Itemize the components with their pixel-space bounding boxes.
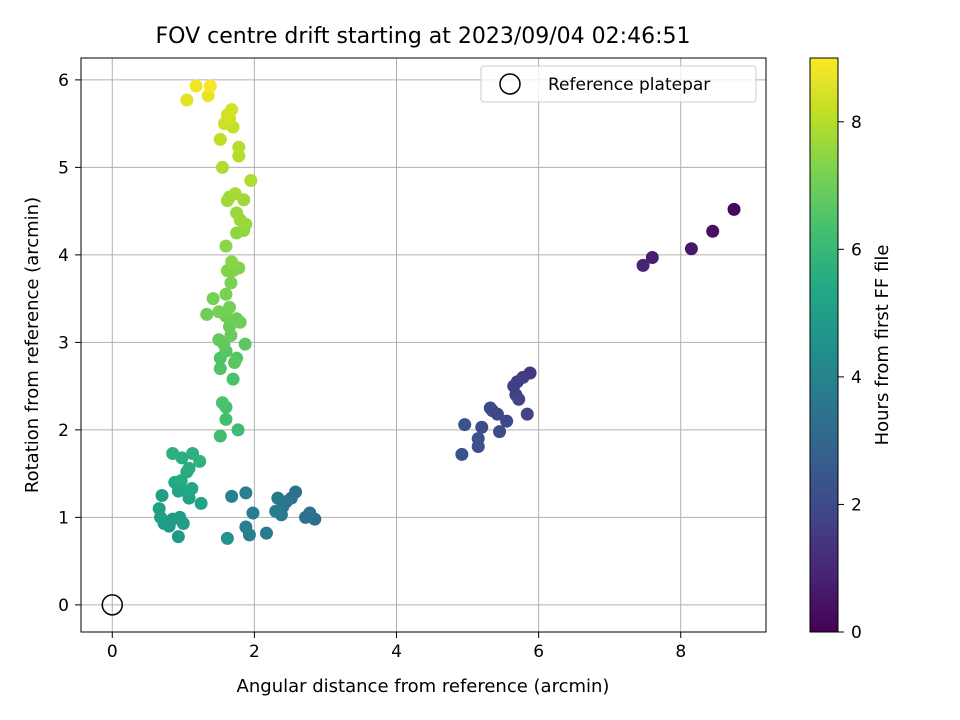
y-tick-label: 3 — [58, 333, 69, 353]
data-point — [475, 420, 489, 434]
data-point — [203, 79, 217, 93]
legend-entry-reference: Reference platepar — [548, 75, 710, 95]
data-point — [228, 187, 242, 201]
plot-area-frame — [80, 57, 767, 633]
data-point — [225, 103, 239, 117]
data-point — [271, 491, 285, 505]
data-point — [246, 506, 260, 520]
data-point — [493, 425, 507, 439]
data-point — [213, 429, 227, 443]
data-point — [244, 174, 258, 187]
colorbar-tick-label: 6 — [851, 240, 862, 260]
data-point — [299, 510, 313, 524]
data-point — [219, 239, 233, 253]
legend: Reference platepar — [480, 65, 757, 103]
data-point — [189, 79, 203, 93]
data-point — [225, 489, 239, 503]
y-tick-label: 2 — [58, 421, 69, 441]
data-point — [200, 307, 214, 321]
data-point — [238, 337, 252, 351]
legend-box — [480, 65, 757, 103]
data-points — [101, 79, 741, 616]
grid — [81, 58, 766, 632]
x-tick-label: 0 — [107, 642, 118, 662]
data-point — [223, 300, 237, 314]
data-point — [230, 206, 244, 220]
data-point — [225, 255, 239, 269]
data-point — [231, 423, 245, 437]
y-tick-label: 4 — [58, 246, 69, 266]
x-axis-label: Angular distance from reference (arcmin) — [237, 676, 610, 697]
x-tick-label: 6 — [533, 642, 544, 662]
colorbar-ticks: 0 2 4 6 8 — [838, 113, 862, 643]
data-point — [226, 372, 240, 386]
data-point — [645, 251, 659, 264]
data-point — [230, 312, 244, 326]
data-point — [180, 93, 194, 107]
data-point — [259, 526, 273, 540]
colorbar-tick-label: 2 — [851, 495, 862, 515]
chart-title: FOV centre drift starting at 2023/09/04 … — [156, 24, 691, 49]
data-point — [212, 333, 226, 347]
data-point — [220, 531, 234, 545]
data-point — [483, 401, 497, 415]
data-point — [232, 140, 246, 154]
y-tick-label: 6 — [58, 71, 69, 91]
y-tick-label: 1 — [58, 508, 69, 528]
y-axis-label: Rotation from reference (arcmin) — [22, 197, 43, 493]
y-axis-ticks: 0 1 2 3 4 5 6 — [58, 71, 81, 616]
data-point — [684, 242, 698, 256]
data-point — [242, 528, 256, 542]
data-point — [219, 287, 233, 301]
colorbar-tick-label: 0 — [851, 623, 862, 643]
data-point — [213, 362, 227, 376]
colorbar-gradient — [809, 57, 839, 633]
data-point — [224, 276, 238, 290]
data-point — [239, 486, 253, 500]
data-point — [182, 461, 196, 475]
data-point — [269, 504, 283, 518]
data-point — [500, 414, 514, 428]
data-point — [213, 132, 227, 146]
colorbar: 0 2 4 6 8 Hours from first FF file — [809, 57, 893, 643]
x-tick-label: 4 — [391, 642, 402, 662]
data-point — [455, 447, 469, 461]
data-point — [215, 160, 229, 174]
data-point — [706, 224, 720, 238]
reference-platepar-marker — [101, 594, 124, 616]
data-point — [194, 496, 208, 510]
x-axis-ticks: 0 2 4 6 8 — [107, 632, 686, 662]
colorbar-tick-label: 8 — [851, 113, 862, 133]
data-point — [212, 305, 226, 319]
colorbar-tick-label: 4 — [851, 368, 862, 388]
data-point — [471, 440, 485, 453]
data-point — [166, 447, 180, 460]
data-point — [152, 502, 166, 516]
legend-marker-reference — [499, 73, 521, 95]
data-point — [520, 407, 534, 421]
y-tick-label: 0 — [58, 596, 69, 616]
x-tick-label: 2 — [249, 642, 260, 662]
data-point — [206, 292, 220, 306]
data-point — [193, 454, 207, 468]
data-point — [185, 482, 199, 495]
data-point — [155, 489, 169, 502]
data-point — [512, 392, 526, 406]
data-point — [727, 202, 741, 216]
data-point — [215, 396, 229, 410]
data-point — [176, 517, 190, 530]
x-tick-label: 8 — [675, 642, 686, 662]
data-point — [227, 356, 241, 369]
data-point — [219, 412, 233, 426]
data-point — [636, 258, 650, 272]
y-tick-label: 5 — [58, 158, 69, 178]
data-point — [458, 418, 472, 432]
colorbar-label: Hours from first FF file — [872, 245, 893, 446]
data-point — [171, 530, 185, 544]
